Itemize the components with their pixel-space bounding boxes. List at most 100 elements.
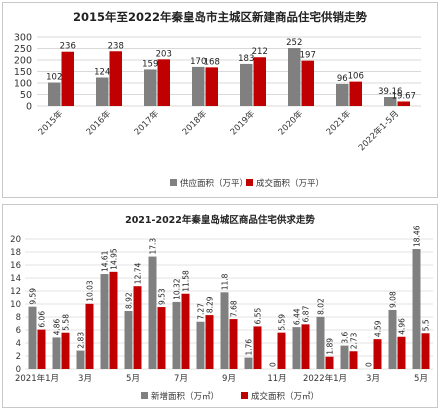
new-supply-data-label: 14.61 bbox=[101, 250, 110, 272]
sales-bar bbox=[205, 67, 218, 106]
x-tick-label: 2017年 bbox=[132, 108, 161, 137]
legend-label: 成交面积（万平） bbox=[256, 178, 324, 189]
sales-bar bbox=[253, 57, 266, 106]
supply-data-label: 159 bbox=[142, 59, 158, 69]
new-supply-bar bbox=[124, 311, 133, 369]
x-tick-label: 2019年 bbox=[228, 108, 257, 137]
sales-data-label: 11.58 bbox=[182, 270, 191, 292]
new-supply-data-label: 1.76 bbox=[245, 339, 254, 356]
new-supply-data-label: 6.44 bbox=[293, 308, 302, 325]
sales-data-label: 19.67 bbox=[392, 91, 416, 101]
sales-bar bbox=[301, 60, 314, 106]
new-supply-data-label: 0 bbox=[365, 362, 374, 367]
legend-swatch bbox=[241, 392, 248, 399]
sales-bar bbox=[133, 286, 142, 369]
new-supply-data-label: 18.46 bbox=[413, 225, 422, 247]
sales-bar bbox=[37, 329, 46, 369]
supply-data-label: 39.16 bbox=[378, 87, 402, 97]
sales-data-label: 5.5 bbox=[422, 319, 431, 331]
sales-bar bbox=[109, 271, 118, 369]
y-tick-label: 6 bbox=[16, 326, 21, 336]
x-tick-label: 2022年1月 bbox=[303, 373, 347, 384]
new-supply-data-label: 11.8 bbox=[221, 273, 230, 290]
x-tick-label: 9月 bbox=[222, 374, 236, 384]
sales-bar bbox=[229, 319, 238, 369]
y-tick-label: 250 bbox=[14, 44, 32, 55]
new-supply-bar bbox=[52, 337, 61, 369]
y-tick-label: 12 bbox=[10, 287, 21, 297]
x-tick-label: 2021年 bbox=[324, 108, 353, 137]
sales-bar bbox=[397, 336, 406, 369]
y-tick-label: 200 bbox=[14, 56, 32, 67]
sales-bar bbox=[181, 293, 190, 369]
supply-data-label: 170 bbox=[190, 57, 206, 67]
y-tick-label: 300 bbox=[14, 33, 32, 44]
legend-label: 供应面积（万平） bbox=[180, 178, 248, 189]
supply-bar bbox=[240, 63, 253, 106]
sales-data-label: 9.53 bbox=[158, 288, 167, 305]
sales-bar bbox=[205, 315, 214, 369]
sales-data-label: 6.06 bbox=[38, 311, 47, 328]
sales-data-label: 236 bbox=[60, 42, 76, 52]
sales-bar bbox=[301, 324, 310, 369]
sales-data-label: 168 bbox=[204, 57, 220, 67]
sales-bar bbox=[109, 51, 122, 106]
legend-swatch bbox=[246, 179, 253, 186]
x-tick-label: 2016年 bbox=[84, 108, 113, 137]
supply-bar bbox=[288, 48, 301, 106]
y-tick-label: 50 bbox=[20, 90, 32, 101]
supply-data-label: 252 bbox=[286, 38, 302, 48]
new-supply-data-label: 10.32 bbox=[173, 278, 182, 300]
sales-data-label: 14.95 bbox=[110, 248, 119, 270]
y-tick-label: 0 bbox=[26, 102, 32, 113]
x-tick-label: 2018年 bbox=[180, 108, 209, 137]
sales-data-label: 4.96 bbox=[398, 318, 407, 335]
legend-swatch bbox=[141, 392, 148, 399]
y-tick-label: 2 bbox=[16, 352, 21, 362]
sales-data-label: 5.59 bbox=[278, 314, 287, 331]
new-supply-bar bbox=[28, 306, 37, 369]
sales-bar bbox=[421, 333, 430, 369]
sales-data-label: 5.58 bbox=[62, 314, 71, 331]
y-tick-label: 0 bbox=[16, 365, 21, 375]
supply-data-label: 96 bbox=[337, 74, 348, 84]
monthly-supply-demand-chart: 2021-2022年秦皇岛城区商品住宅供求走势 0 2 4 6 8 10 12 14 16 18 20… bbox=[10, 214, 433, 402]
sales-data-label: 7.68 bbox=[230, 300, 239, 317]
new-supply-data-label: 8.92 bbox=[125, 292, 134, 309]
new-supply-bar bbox=[76, 350, 85, 369]
legend-label: 成交面积（万㎡） bbox=[251, 391, 319, 402]
supply-bar bbox=[48, 82, 61, 106]
new-supply-bar bbox=[196, 321, 205, 369]
y-tick-label: 8 bbox=[16, 313, 21, 323]
sales-bar bbox=[253, 326, 262, 369]
sales-data-label: 10.03 bbox=[86, 280, 95, 302]
sales-bar bbox=[157, 307, 166, 369]
y-tick-label: 100 bbox=[14, 79, 32, 90]
chart-title: 2021-2022年秦皇岛城区商品住宅供求走势 bbox=[125, 214, 315, 226]
y-tick-label: 150 bbox=[14, 67, 32, 78]
new-supply-data-label: 8.02 bbox=[317, 298, 326, 315]
sales-data-label: 203 bbox=[156, 49, 172, 59]
sales-bar bbox=[349, 81, 362, 106]
annual-supply-sales-chart: 2015年至2022年秦皇岛市主城区新建商品住宅供销走势 050100150200… bbox=[14, 10, 421, 189]
x-tick-label: 11月 bbox=[267, 374, 286, 384]
x-tick-label: 2015年 bbox=[36, 108, 65, 137]
x-tick-label: 2021年1月 bbox=[15, 373, 59, 384]
y-tick-label: 20 bbox=[10, 235, 21, 245]
x-tick-label: 2022年1-5月 bbox=[356, 108, 401, 153]
new-supply-data-label: 9.59 bbox=[29, 288, 38, 305]
new-supply-bar bbox=[388, 309, 397, 369]
x-tick-label: 7月 bbox=[174, 374, 188, 384]
x-tick-label: 5月 bbox=[414, 374, 428, 384]
sales-data-label: 212 bbox=[252, 47, 268, 57]
sales-bar bbox=[61, 332, 70, 369]
new-supply-bar bbox=[220, 292, 229, 369]
supply-bar bbox=[384, 96, 397, 106]
new-supply-data-label: 3.6 bbox=[341, 331, 350, 343]
new-supply-data-label: 7.27 bbox=[197, 303, 206, 320]
y-tick-label: 4 bbox=[16, 339, 21, 349]
supply-data-label: 124 bbox=[94, 67, 110, 77]
new-supply-data-label: 2.83 bbox=[77, 332, 86, 349]
supply-bar bbox=[96, 77, 109, 106]
x-tick-label: 3月 bbox=[78, 374, 92, 384]
